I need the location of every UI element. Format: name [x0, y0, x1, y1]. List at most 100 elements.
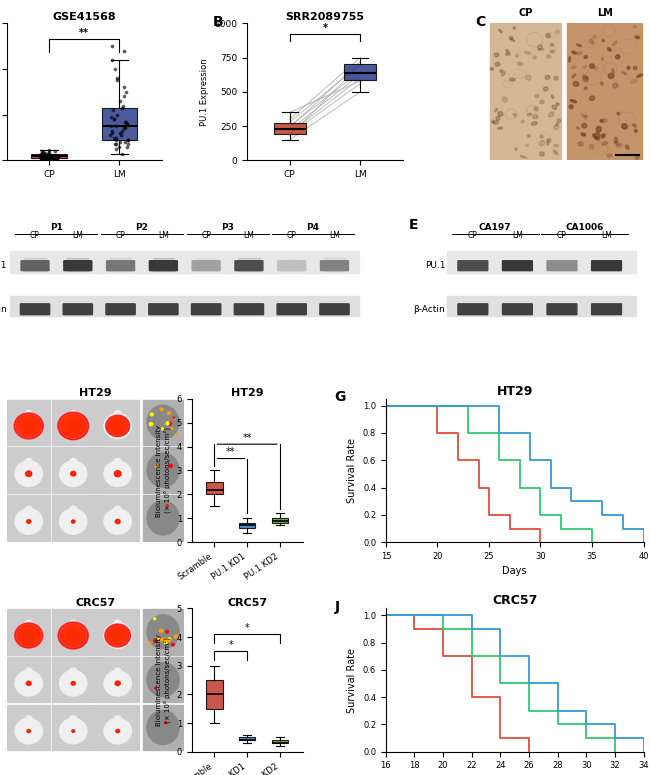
Circle shape	[63, 626, 83, 645]
Ellipse shape	[569, 57, 571, 62]
PathPatch shape	[102, 108, 137, 140]
Ellipse shape	[513, 114, 516, 116]
Circle shape	[117, 683, 118, 684]
Point	[120, 85, 131, 98]
Circle shape	[24, 632, 33, 639]
Circle shape	[71, 633, 75, 638]
Circle shape	[72, 472, 75, 475]
Ellipse shape	[577, 52, 582, 55]
Circle shape	[116, 634, 120, 637]
Point	[115, 95, 125, 107]
Ellipse shape	[60, 623, 87, 648]
Circle shape	[110, 418, 125, 433]
Ellipse shape	[70, 411, 77, 418]
Text: CA197: CA197	[479, 223, 512, 232]
Circle shape	[105, 624, 131, 647]
Point	[116, 125, 127, 137]
Point	[115, 127, 125, 140]
Circle shape	[117, 521, 118, 522]
FancyBboxPatch shape	[107, 260, 135, 270]
Ellipse shape	[571, 66, 576, 69]
Ellipse shape	[114, 716, 122, 724]
Text: P4: P4	[307, 223, 320, 232]
Ellipse shape	[114, 620, 122, 628]
Ellipse shape	[601, 134, 605, 138]
Bar	[96, 400, 139, 445]
Point	[38, 150, 48, 163]
Text: *: *	[228, 640, 233, 650]
Bar	[239, 258, 259, 271]
Bar	[144, 609, 183, 655]
Ellipse shape	[613, 83, 618, 88]
Ellipse shape	[603, 119, 607, 122]
Ellipse shape	[60, 670, 87, 696]
Point	[46, 149, 56, 161]
Ellipse shape	[147, 615, 179, 649]
Point	[120, 115, 130, 128]
Circle shape	[73, 731, 74, 732]
FancyBboxPatch shape	[320, 304, 349, 315]
Point	[36, 152, 46, 164]
Bar	[7, 704, 50, 750]
Text: LM: LM	[601, 232, 612, 240]
Text: CP: CP	[202, 232, 211, 240]
Title: SRR2089755: SRR2089755	[285, 12, 365, 22]
Ellipse shape	[114, 459, 122, 466]
Ellipse shape	[104, 413, 131, 439]
Circle shape	[21, 419, 36, 432]
Circle shape	[72, 682, 75, 685]
Circle shape	[27, 472, 31, 476]
Ellipse shape	[578, 142, 583, 146]
Bar	[10, 251, 359, 273]
Ellipse shape	[633, 26, 636, 28]
Ellipse shape	[547, 55, 551, 58]
Circle shape	[172, 643, 174, 646]
Text: CP: CP	[116, 232, 125, 240]
Ellipse shape	[601, 82, 603, 85]
FancyBboxPatch shape	[192, 304, 221, 315]
Circle shape	[115, 471, 120, 477]
Y-axis label: Bioluminescence Intensity
(× 10⁶ photons/sec/cm²): Bioluminescence Intensity (× 10⁶ photons…	[156, 425, 171, 517]
Ellipse shape	[593, 134, 597, 140]
Text: B: B	[213, 15, 224, 29]
Circle shape	[108, 417, 127, 435]
Ellipse shape	[590, 96, 595, 101]
Circle shape	[71, 681, 75, 685]
Ellipse shape	[556, 122, 558, 126]
Point	[49, 153, 59, 165]
Circle shape	[155, 465, 159, 467]
Point	[52, 150, 62, 163]
FancyBboxPatch shape	[458, 304, 488, 315]
Ellipse shape	[104, 670, 131, 696]
Ellipse shape	[535, 95, 539, 98]
Circle shape	[113, 632, 122, 639]
Circle shape	[66, 419, 81, 432]
Bar	[324, 258, 345, 271]
Circle shape	[72, 520, 75, 523]
Circle shape	[155, 687, 157, 689]
Ellipse shape	[528, 135, 530, 137]
Circle shape	[117, 730, 118, 732]
Point	[35, 147, 46, 160]
Point	[122, 118, 132, 130]
FancyBboxPatch shape	[20, 304, 49, 315]
Point	[109, 113, 119, 126]
Point	[46, 150, 56, 163]
Text: LM: LM	[329, 232, 340, 240]
Ellipse shape	[594, 67, 597, 70]
Circle shape	[114, 470, 121, 477]
Point	[42, 149, 53, 161]
Ellipse shape	[25, 668, 32, 676]
Bar	[96, 495, 139, 541]
Ellipse shape	[584, 66, 586, 68]
Circle shape	[27, 520, 31, 523]
Circle shape	[27, 681, 31, 685]
Circle shape	[60, 415, 86, 437]
Text: β-Actin: β-Actin	[0, 305, 6, 314]
Circle shape	[20, 627, 38, 644]
Ellipse shape	[570, 100, 577, 102]
Bar	[144, 657, 183, 702]
Ellipse shape	[25, 506, 32, 514]
Point	[124, 133, 134, 146]
Circle shape	[72, 730, 74, 732]
